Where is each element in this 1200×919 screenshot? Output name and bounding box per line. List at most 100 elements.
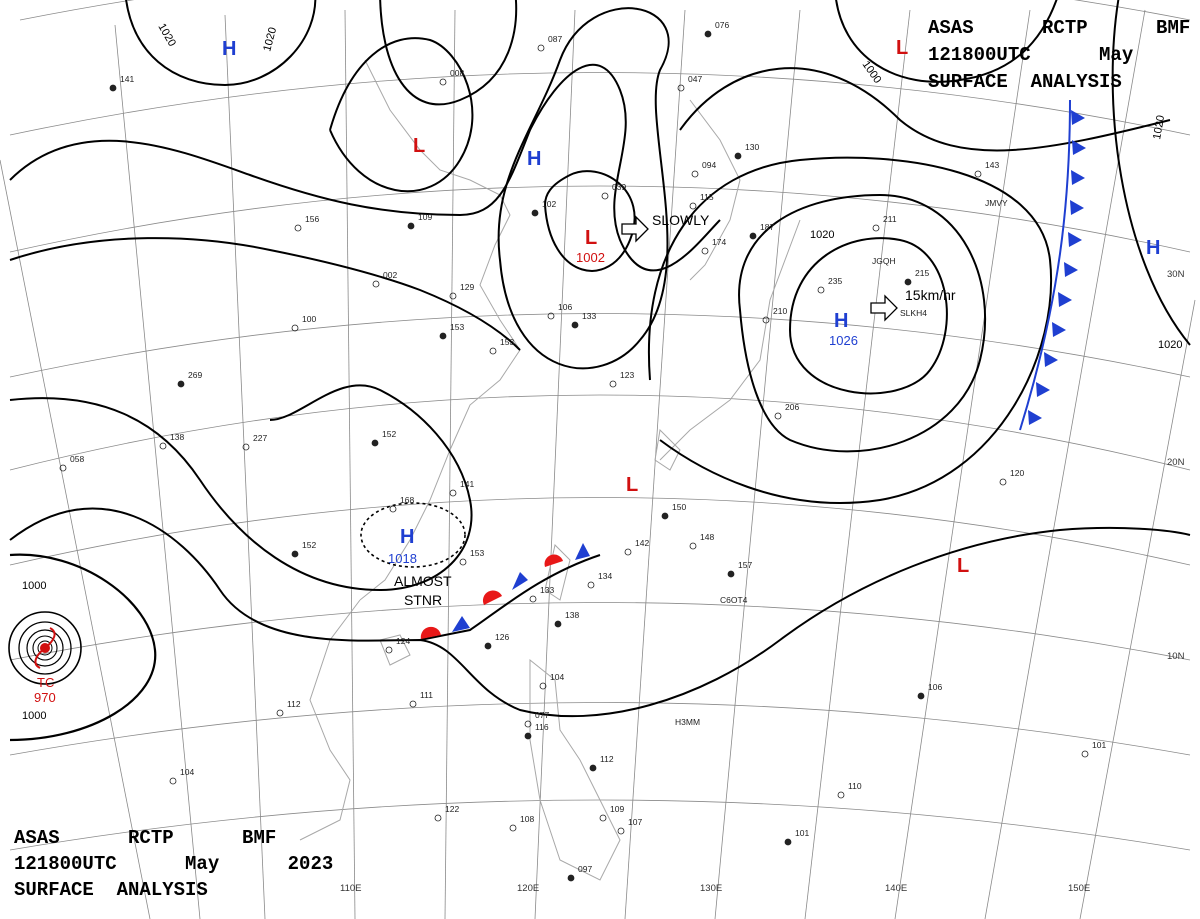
cold-front-tooth <box>1072 140 1086 155</box>
station-marker <box>291 550 299 558</box>
station-marker <box>449 489 457 497</box>
title-tr-line3: SURFACE ANALYSIS <box>928 71 1122 93</box>
station-pressure: 211 <box>883 214 897 224</box>
high-east-symbol: H <box>1146 237 1160 259</box>
lat-label-20n: 20N <box>1167 457 1185 468</box>
high-japan-pressure: 1026 <box>829 333 858 348</box>
low-north-symbol: L <box>896 37 908 59</box>
high-scs-pressure: 1018 <box>388 551 417 566</box>
isobar-ne-high-east <box>835 0 1058 83</box>
isobar-label-1020-east: 1020 <box>1151 114 1167 140</box>
cold-front-tooth <box>1052 322 1066 337</box>
coast-japan <box>659 219 801 461</box>
isobar-label-1020-b: 1020 <box>261 26 279 53</box>
cold-front-tooth <box>1044 352 1058 367</box>
low-mainland-symbol: L <box>585 227 597 249</box>
station-pressure: 039 <box>612 182 626 192</box>
isobar-trough-south <box>9 507 1191 718</box>
station-pressure: 269 <box>188 370 202 380</box>
station-callsign: JGQH <box>872 256 896 266</box>
station-marker <box>624 548 632 556</box>
cold-front-tooth-2 <box>512 572 528 590</box>
isobar-label-1000-tc-top: 1000 <box>22 580 46 592</box>
lon-line-95e <box>0 159 151 919</box>
station-marker <box>589 764 597 772</box>
station-pressure: 215 <box>915 268 929 278</box>
lon-line-120e <box>534 9 576 919</box>
station-marker <box>385 646 393 654</box>
station-pressure: 008 <box>450 68 464 78</box>
high-scs-symbol: H <box>400 526 414 548</box>
isobars <box>9 0 1191 718</box>
isobar-h-nw-outer <box>379 0 518 106</box>
station-pressure: 157 <box>738 560 752 570</box>
station-marker <box>567 874 575 882</box>
tc-ring-1 <box>8 611 82 685</box>
station-marker <box>537 44 545 52</box>
isobar-japan-high-inner <box>789 237 948 395</box>
station-marker <box>484 642 492 650</box>
station-pressure: 102 <box>542 199 556 209</box>
lon-line-100e <box>114 24 201 919</box>
isobar-meander <box>497 7 670 370</box>
station-pressure: 097 <box>578 864 592 874</box>
station-marker <box>294 224 302 232</box>
station-pressure: 087 <box>548 34 562 44</box>
station-marker <box>784 838 792 846</box>
station-pressure: 115 <box>700 192 714 202</box>
station-pressure: 150 <box>672 502 686 512</box>
lon-label-140e: 140E <box>885 883 907 894</box>
isobar-japan-high-middle <box>738 193 987 453</box>
high-scs-circle <box>360 502 466 568</box>
station-marker <box>872 224 880 232</box>
station-pressure: 153 <box>450 322 464 332</box>
station-marker <box>587 581 595 589</box>
high-japan-movement: 15km/hr <box>905 287 956 303</box>
cold-front-tooth <box>1070 200 1084 215</box>
station-marker <box>434 814 442 822</box>
station-marker <box>489 347 497 355</box>
coast-china <box>359 59 521 601</box>
station-marker <box>749 232 757 240</box>
cold-front-tooth <box>1071 170 1085 185</box>
station-observations: 141 087 008 076 047 156 109 002 129 153 100 106 133 1… <box>59 20 1106 882</box>
lon-line-125e <box>624 9 686 919</box>
station-marker <box>661 512 669 520</box>
station-pressure: 210 <box>773 306 787 316</box>
station-pressure: 108 <box>520 814 534 824</box>
station-marker <box>439 332 447 340</box>
station-marker <box>409 700 417 708</box>
station-pressure: 110 <box>848 781 862 791</box>
station-pressure: 152 <box>302 540 316 550</box>
station-pressure: 047 <box>688 74 702 84</box>
station-pressure: 134 <box>598 571 612 581</box>
tc-symbol <box>34 627 56 669</box>
station-marker <box>601 192 609 200</box>
title-tr-line2: 121800UTC May 2023 <box>928 44 1200 66</box>
station-marker <box>701 247 709 255</box>
station-pressure: 100 <box>302 314 316 324</box>
station-pressure: 124 <box>396 636 410 646</box>
high-ne-china-symbol: H <box>527 148 541 170</box>
lat-label-10n: 10N <box>1167 651 1185 662</box>
station-marker <box>727 570 735 578</box>
isobar-low-nw <box>329 37 474 193</box>
coastlines <box>299 59 801 881</box>
high-nw-symbol: H <box>222 38 236 60</box>
tc-label: TC <box>37 675 54 690</box>
lon-line-105e <box>224 14 266 919</box>
cold-front-teeth <box>1028 110 1086 425</box>
lon-line-110e <box>344 9 356 919</box>
high-scs-note-almost: ALMOST <box>394 573 452 589</box>
station-marker <box>524 732 532 740</box>
cold-front-tooth <box>1028 410 1042 425</box>
isobar-label-1020-a: 1020 <box>155 22 178 49</box>
station-marker <box>837 791 845 799</box>
station-marker <box>459 558 467 566</box>
station-pressure: 076 <box>715 20 729 30</box>
lon-line-145e <box>984 9 1146 919</box>
station-marker <box>689 542 697 550</box>
station-pressure: 058 <box>70 454 84 464</box>
station-pressure: 101 <box>795 828 809 838</box>
